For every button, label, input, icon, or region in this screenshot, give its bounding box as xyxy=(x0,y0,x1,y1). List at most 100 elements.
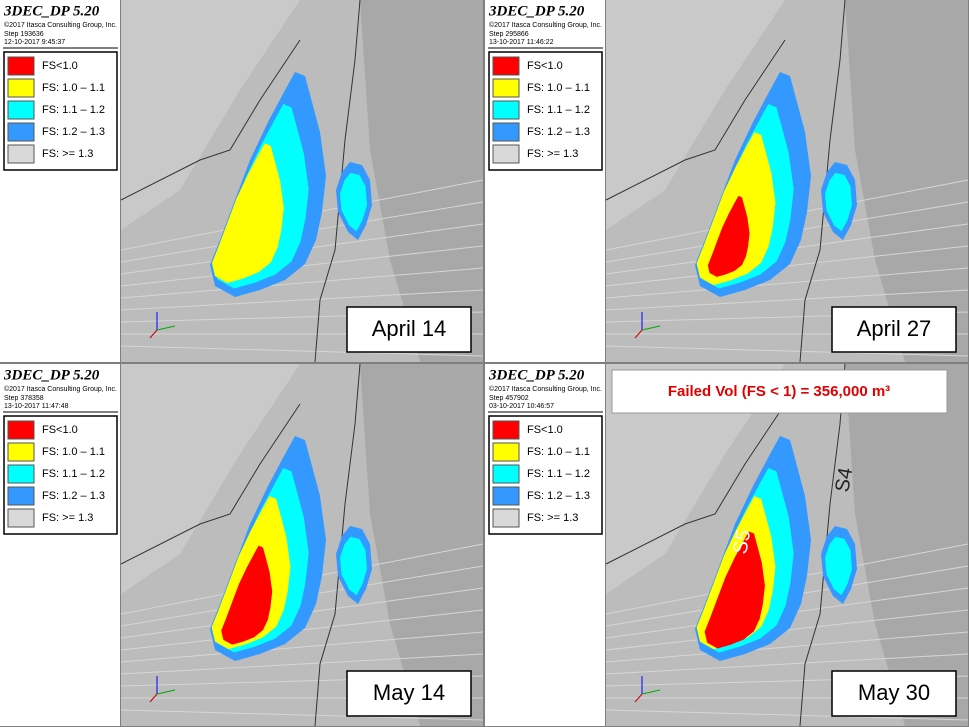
panel: 3DEC_DP 5.20 ©2017 Itasca Consulting Grou… xyxy=(0,0,484,363)
bench-line xyxy=(120,653,484,675)
zone-cyan xyxy=(825,172,852,232)
date-label: April 27 xyxy=(857,316,932,341)
legend-label: FS: >= 1.3 xyxy=(527,148,578,160)
legend-swatch xyxy=(7,144,35,164)
date-box xyxy=(831,306,957,353)
timestamp: 12-10-2017 9:45:37 xyxy=(4,39,65,46)
software-title: 3DEC_DP 5.20 xyxy=(3,3,100,19)
step: Step 378358 xyxy=(4,395,44,402)
timestamp: 03-10-2017 10:46:57 xyxy=(489,403,554,410)
zone-cyan xyxy=(825,536,852,596)
bench-line xyxy=(605,289,969,311)
terrain xyxy=(360,0,483,362)
bench-line xyxy=(120,289,484,311)
annotation-box xyxy=(611,369,948,414)
legend-label: FS: 1.0 – 1.1 xyxy=(42,446,105,458)
bench-line xyxy=(120,345,484,357)
legend-swatch xyxy=(7,464,35,484)
bench-line xyxy=(605,631,969,663)
axis-triad xyxy=(634,693,643,703)
bench-line xyxy=(605,345,969,357)
legend-label: FS: >= 1.3 xyxy=(42,148,93,160)
legend-label: FS: 1.2 – 1.3 xyxy=(42,490,105,502)
date-label: May 30 xyxy=(858,680,930,705)
bench-line xyxy=(120,267,484,299)
legend-swatch xyxy=(492,464,520,484)
pit-outline xyxy=(120,403,301,565)
legend-swatch xyxy=(7,56,35,76)
axis-triad xyxy=(149,329,158,339)
copyright: ©2017 Itasca Consulting Group, Inc. xyxy=(489,21,602,29)
zone-yellow xyxy=(211,143,284,283)
bench-line xyxy=(605,709,969,721)
legend-label: FS<1.0 xyxy=(42,60,78,72)
legend-swatch xyxy=(7,508,35,528)
step: Step 457902 xyxy=(489,395,529,402)
legend-label: FS: 1.2 – 1.3 xyxy=(42,126,105,138)
legend-label: FS: 1.0 – 1.1 xyxy=(42,82,105,94)
legend-swatch xyxy=(492,78,520,98)
legend-swatch xyxy=(492,56,520,76)
legend-swatch xyxy=(492,144,520,164)
legend-label: FS: 1.0 – 1.1 xyxy=(527,446,590,458)
axis-triad xyxy=(156,689,176,695)
legend-label: FS: >= 1.3 xyxy=(527,512,578,524)
panel: 3DEC_DP 5.20 ©2017 Itasca Consulting Grou… xyxy=(485,363,969,727)
timestamp: 13-10-2017 11:47:48 xyxy=(4,403,69,410)
legend-swatch xyxy=(492,508,520,528)
legend-swatch xyxy=(7,78,35,98)
panel: 3DEC_DP 5.20 ©2017 Itasca Consulting Grou… xyxy=(485,0,969,363)
legend-swatch xyxy=(7,100,35,120)
date-box xyxy=(346,670,472,717)
legend-label: FS: 1.1 – 1.2 xyxy=(42,104,105,116)
zone-red xyxy=(704,531,765,649)
failed-volume: Failed Vol (FS < 1) = 356,000 m³ xyxy=(668,383,890,400)
legend-label: FS: 1.0 – 1.1 xyxy=(527,82,590,94)
legend-swatch xyxy=(492,442,520,462)
bench-line xyxy=(120,709,484,721)
legend-swatch xyxy=(492,100,520,120)
legend-swatch xyxy=(492,420,520,440)
bench-line xyxy=(605,267,969,299)
legend-swatch xyxy=(7,442,35,462)
date-label: May 14 xyxy=(373,680,445,705)
date-box xyxy=(346,306,472,353)
legend-label: FS: 1.1 – 1.2 xyxy=(42,468,105,480)
step: Step 295866 xyxy=(489,31,529,38)
copyright: ©2017 Itasca Consulting Group, Inc. xyxy=(4,21,117,29)
zone-red xyxy=(221,545,273,645)
timestamp: 13-10-2017 11:46:22 xyxy=(489,39,554,46)
terrain xyxy=(121,0,300,230)
axis-triad xyxy=(156,325,176,331)
legend-swatch xyxy=(7,420,35,440)
terrain xyxy=(121,364,300,594)
panel: 3DEC_DP 5.20 ©2017 Itasca Consulting Grou… xyxy=(0,363,484,727)
sector-label: S4 xyxy=(831,466,857,494)
axis-triad xyxy=(641,689,661,695)
legend-label: FS: 1.1 – 1.2 xyxy=(527,468,590,480)
date-box xyxy=(831,670,957,717)
legend-label: FS: 1.2 – 1.3 xyxy=(527,490,590,502)
sector-label: S5 xyxy=(729,528,755,556)
legend-label: FS<1.0 xyxy=(527,60,563,72)
terrain xyxy=(845,364,968,726)
legend-label: FS<1.0 xyxy=(527,424,563,436)
legend-swatch xyxy=(7,122,35,142)
bench-line xyxy=(120,631,484,663)
legend-label: FS: 1.2 – 1.3 xyxy=(527,126,590,138)
copyright: ©2017 Itasca Consulting Group, Inc. xyxy=(489,385,602,393)
pit-outline xyxy=(120,39,301,201)
axis-triad xyxy=(634,329,643,339)
legend-label: FS<1.0 xyxy=(42,424,78,436)
copyright: ©2017 Itasca Consulting Group, Inc. xyxy=(4,385,117,393)
legend-swatch xyxy=(7,486,35,506)
pit-outline xyxy=(605,403,786,565)
legend-label: FS: >= 1.3 xyxy=(42,512,93,524)
zone-red xyxy=(707,195,750,277)
terrain xyxy=(606,0,785,230)
step: Step 193636 xyxy=(4,31,44,38)
pit-outline xyxy=(605,39,786,201)
software-title: 3DEC_DP 5.20 xyxy=(3,367,100,383)
date-label: April 14 xyxy=(372,316,447,341)
